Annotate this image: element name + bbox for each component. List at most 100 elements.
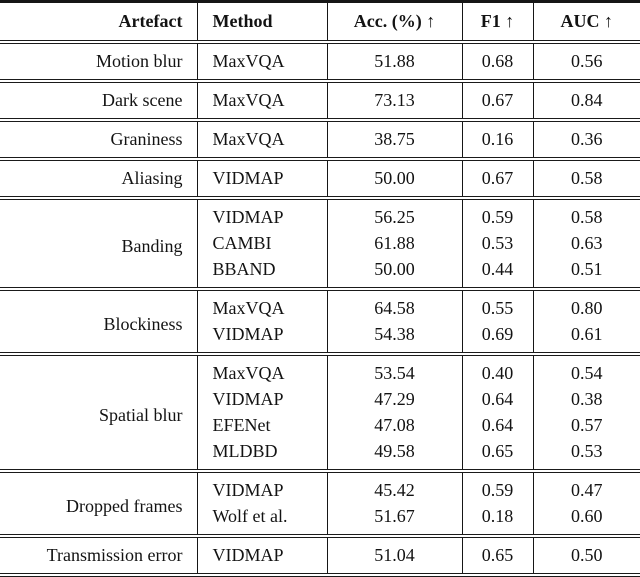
f1-cell: 0.53: [461, 230, 534, 256]
acc-cell: 64.58: [374, 298, 415, 318]
section-blockiness: Blockiness MaxVQA 64.58 0.55 0.80 VIDMAP 54.38…: [0, 289, 640, 354]
acc-cell: 51.04: [374, 545, 415, 565]
auc-cell: 0.58: [571, 207, 603, 227]
table-header: Artefact Method Acc. (%) ↑ F1 ↑ AUC ↑: [0, 1, 640, 42]
acc-cell: 38.75: [374, 129, 415, 149]
f1-cell: 0.55: [461, 289, 534, 321]
method-cell: VIDMAP: [196, 159, 328, 198]
method-cell: VIDMAP: [196, 536, 328, 575]
section-spatial-blur: Spatial blur MaxVQA 53.54 0.40 0.54 VIDMAP 47.…: [0, 354, 640, 471]
section-banding: Banding VIDMAP 56.25 0.59 0.58 CAMBI 61.88 0.53…: [0, 198, 640, 289]
method-cell: MaxVQA: [196, 81, 328, 120]
method-cell: CAMBI: [196, 230, 328, 256]
header-row: Artefact Method Acc. (%) ↑ F1 ↑ AUC ↑: [0, 1, 640, 42]
artefact-cell: Dropped frames: [66, 495, 183, 516]
table-row: Wolf et al. 51.67 0.18 0.60: [0, 503, 640, 536]
artefact-cell: Graniness: [110, 129, 183, 149]
artefact-cell: Motion blur: [95, 51, 183, 71]
f1-cell: 0.67: [461, 159, 534, 198]
method-cell: VIDMAP: [196, 321, 328, 354]
table-row: Graniness MaxVQA 38.75 0.16 0.36: [0, 120, 640, 159]
column-header-auc: AUC ↑: [560, 11, 614, 31]
acc-cell: 45.42: [374, 480, 415, 500]
auc-cell: 0.60: [571, 506, 603, 526]
f1-cell: 0.16: [461, 120, 534, 159]
f1-cell: 0.68: [461, 42, 534, 81]
acc-cell: 50.00: [374, 259, 415, 279]
table-row: Banding VIDMAP 56.25 0.59 0.58: [0, 198, 640, 256]
column-header-method: Method: [196, 1, 328, 42]
auc-cell: 0.61: [571, 324, 603, 344]
section-graniness: Graniness MaxVQA 38.75 0.16 0.36: [0, 120, 640, 159]
table-row: Dropped frames VIDMAP 45.42 0.59 0.47: [0, 471, 640, 516]
table-row: BBAND 50.00 0.44 0.51: [0, 256, 640, 289]
auc-cell: 0.36: [571, 129, 603, 149]
table-row: Transmission error VIDMAP 51.04 0.65 0.50: [0, 536, 640, 575]
method-cell: VIDMAP: [196, 198, 328, 230]
f1-cell: 0.64: [461, 412, 534, 438]
column-header-artefact: Artefact: [118, 11, 183, 31]
table-row: VIDMAP 54.38 0.69 0.61: [0, 321, 640, 354]
table-row: CAMBI 61.88 0.53 0.63: [0, 230, 640, 256]
auc-cell: 0.84: [571, 90, 603, 110]
acc-cell: 73.13: [374, 90, 415, 110]
auc-cell: 0.51: [571, 259, 603, 279]
f1-cell: 0.64: [461, 386, 534, 412]
acc-cell: 47.29: [374, 389, 415, 409]
f1-cell: 0.65: [461, 438, 534, 471]
method-cell: MaxVQA: [196, 354, 328, 386]
column-header-f1: F1 ↑: [461, 1, 534, 42]
artefact-cell: Banding: [121, 235, 183, 256]
method-cell: MaxVQA: [196, 120, 328, 159]
f1-cell: 0.40: [461, 354, 534, 386]
section-transmission-error: Transmission error VIDMAP 51.04 0.65 0.50: [0, 536, 640, 575]
method-cell: EFENet: [196, 412, 328, 438]
table-row: MLDBD 49.58 0.65 0.53: [0, 438, 640, 471]
acc-cell: 49.58: [374, 441, 415, 461]
artefact-cell: Transmission error: [46, 545, 183, 565]
method-cell: BBAND: [196, 256, 328, 289]
acc-cell: 51.88: [374, 51, 415, 71]
table-row: EFENet 47.08 0.64 0.57: [0, 412, 640, 438]
f1-cell: 0.69: [461, 321, 534, 354]
auc-cell: 0.54: [571, 363, 603, 383]
acc-cell: 50.00: [374, 168, 415, 188]
auc-cell: 0.38: [571, 389, 603, 409]
acc-cell: 53.54: [374, 363, 415, 383]
auc-cell: 0.47: [571, 480, 603, 500]
f1-cell: 0.18: [461, 503, 534, 536]
f1-cell: 0.59: [461, 471, 534, 503]
table-row: Aliasing VIDMAP 50.00 0.67 0.58: [0, 159, 640, 198]
method-cell: VIDMAP: [196, 386, 328, 412]
section-motion-blur: Motion blur MaxVQA 51.88 0.68 0.56: [0, 42, 640, 81]
auc-cell: 0.80: [571, 298, 603, 318]
artefact-cell: Dark scene: [102, 90, 183, 110]
table-row: VIDMAP 47.29 0.64 0.38: [0, 386, 640, 412]
method-cell: MaxVQA: [196, 42, 328, 81]
auc-cell: 0.63: [571, 233, 603, 253]
acc-cell: 56.25: [374, 207, 415, 227]
acc-cell: 61.88: [374, 233, 415, 253]
column-header-acc: Acc. (%) ↑: [353, 11, 436, 31]
method-cell: Wolf et al.: [196, 503, 328, 536]
section-dropped-frames: Dropped frames VIDMAP 45.42 0.59 0.47 Wolf et…: [0, 471, 640, 536]
acc-cell: 51.67: [374, 506, 415, 526]
method-cell: MaxVQA: [196, 289, 328, 321]
acc-cell: 47.08: [374, 415, 415, 435]
artefact-cell: Aliasing: [121, 168, 183, 188]
acc-cell: 54.38: [374, 324, 415, 344]
table-row: Motion blur MaxVQA 51.88 0.68 0.56: [0, 42, 640, 81]
section-aliasing: Aliasing VIDMAP 50.00 0.67 0.58: [0, 159, 640, 198]
f1-cell: 0.59: [461, 198, 534, 230]
f1-cell: 0.44: [461, 256, 534, 289]
artefact-cell: Blockiness: [103, 313, 183, 334]
auc-cell: 0.50: [571, 545, 603, 565]
table-row: Dark scene MaxVQA 73.13 0.67 0.84: [0, 81, 640, 120]
auc-cell: 0.53: [571, 441, 603, 461]
f1-cell: 0.65: [461, 536, 534, 575]
artefact-cell: Spatial blur: [99, 404, 183, 425]
method-cell: VIDMAP: [196, 471, 328, 503]
f1-cell: 0.67: [461, 81, 534, 120]
section-dark-scene: Dark scene MaxVQA 73.13 0.67 0.84: [0, 81, 640, 120]
